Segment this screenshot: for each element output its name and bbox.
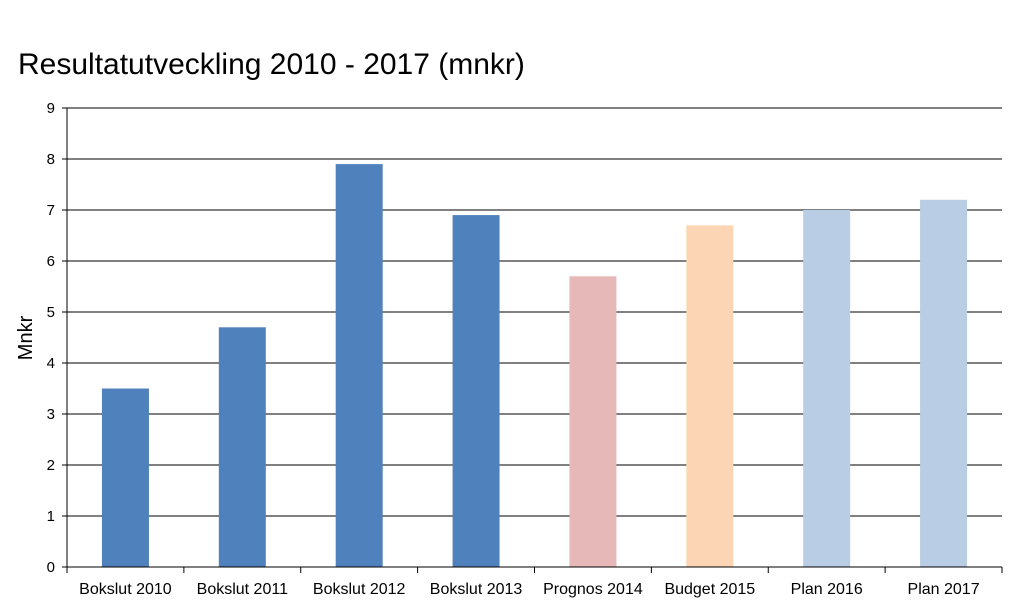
x-category-label: Bokslut 2011 xyxy=(197,581,288,598)
x-category-labels: Bokslut 2010 Bokslut 2011 Bokslut 2012 Boks… xyxy=(79,581,980,598)
y-tick-label: 9 xyxy=(47,100,55,117)
y-tick-label: 8 xyxy=(47,151,55,168)
bar xyxy=(101,388,149,567)
bar xyxy=(569,276,617,567)
bar xyxy=(920,199,968,568)
chart-title: Resultatutveckling 2010 - 2017 (mnkr) xyxy=(18,48,525,81)
x-category-label: Bokslut 2010 xyxy=(79,581,172,598)
x-category-label: Bokslut 2012 xyxy=(313,581,406,598)
bar xyxy=(335,164,383,567)
x-category-label: Plan 2017 xyxy=(908,581,980,598)
y-tick-label: 4 xyxy=(47,355,55,372)
y-tick-labels: 0 1 2 3 4 5 6 7 8 9 xyxy=(47,100,55,576)
bar xyxy=(452,215,500,567)
gridlines xyxy=(62,107,1003,573)
x-category-label: Prognos 2014 xyxy=(543,581,643,598)
x-category-label: Budget 2015 xyxy=(664,581,755,598)
y-tick-label: 2 xyxy=(47,457,55,474)
axes xyxy=(66,108,1002,568)
bar xyxy=(686,225,734,568)
y-tick-label: 3 xyxy=(47,406,55,423)
y-axis-title: Mnkr xyxy=(15,315,37,360)
y-tick-label: 5 xyxy=(47,304,55,321)
y-tick-label: 0 xyxy=(47,559,55,576)
x-category-label: Bokslut 2013 xyxy=(430,581,523,598)
bar xyxy=(803,210,851,567)
bars xyxy=(101,164,968,568)
x-category-label: Plan 2016 xyxy=(791,581,863,598)
y-tick-label: 7 xyxy=(47,202,55,219)
bar xyxy=(218,327,266,567)
y-tick-label: 6 xyxy=(47,253,55,270)
y-tick-label: 1 xyxy=(47,508,55,525)
